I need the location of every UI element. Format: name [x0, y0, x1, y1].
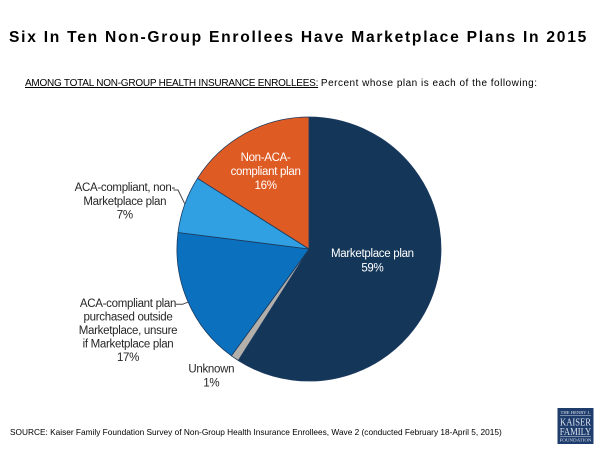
svg-text:Non-ACA-: Non-ACA- [241, 152, 291, 164]
svg-text:compliant plan: compliant plan [231, 166, 301, 178]
svg-text:FAMILY: FAMILY [560, 427, 592, 438]
svg-text:KAISER: KAISER [560, 418, 591, 429]
svg-text:17%: 17% [117, 352, 139, 364]
svg-text:FOUNDATION: FOUNDATION [560, 437, 593, 442]
svg-text:purchased outside: purchased outside [84, 312, 173, 324]
svg-text:if Marketplace plan: if Marketplace plan [83, 339, 174, 351]
svg-text:59%: 59% [361, 263, 383, 275]
svg-text:Marketplace, unsure: Marketplace, unsure [79, 325, 178, 337]
svg-text:Marketplace plan: Marketplace plan [83, 196, 166, 208]
svg-text:Marketplace plan: Marketplace plan [331, 248, 414, 260]
svg-text:Unknown: Unknown [188, 363, 234, 375]
svg-text:ACA-compliant plan: ACA-compliant plan [80, 298, 176, 310]
svg-text:THE HENRY J.: THE HENRY J. [561, 411, 591, 415]
svg-text:ACA-compliant, non-: ACA-compliant, non- [75, 182, 176, 194]
svg-text:16%: 16% [255, 180, 277, 192]
svg-text:7%: 7% [117, 209, 133, 221]
svg-text:1%: 1% [203, 378, 219, 390]
